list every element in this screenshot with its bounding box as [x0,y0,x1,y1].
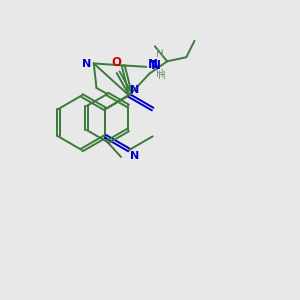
Text: N: N [151,59,161,72]
Text: H: H [158,71,166,81]
Text: N: N [148,58,158,70]
Text: H: H [156,69,164,79]
Text: N: N [130,85,140,95]
Text: H: H [156,49,164,59]
Text: O: O [112,56,122,69]
Text: N: N [130,151,140,160]
Text: N: N [82,59,92,69]
